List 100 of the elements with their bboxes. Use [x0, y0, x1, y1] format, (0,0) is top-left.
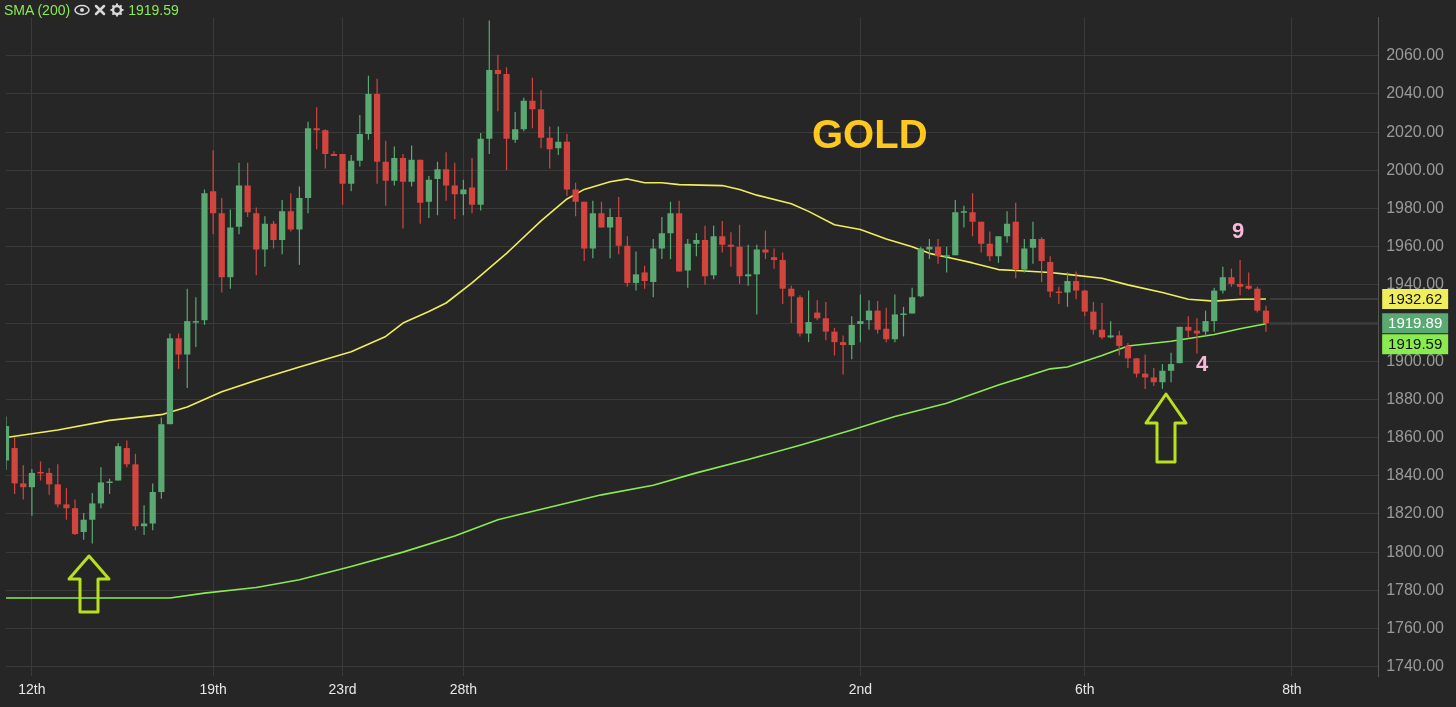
x-tick-label: 6th	[1075, 681, 1095, 698]
candlestick	[840, 334, 847, 376]
x-tick-label: 28th	[449, 681, 478, 698]
text: 1919.59	[128, 2, 179, 18]
candlestick	[865, 299, 873, 331]
candlestick	[1236, 259, 1244, 296]
candlestick	[270, 220, 277, 250]
candlestick	[995, 235, 1002, 264]
candlestick	[727, 231, 735, 268]
candlestick	[874, 300, 881, 335]
x-tick-label: 12th	[18, 681, 46, 698]
candlestick	[80, 512, 87, 541]
candlestick	[512, 111, 519, 144]
candlestick	[313, 106, 320, 150]
candlestick	[719, 220, 726, 254]
candlestick	[123, 439, 130, 468]
candlestick	[693, 232, 700, 257]
candlestick	[1124, 342, 1131, 369]
candlestick	[1003, 210, 1011, 244]
y-tick-label: 1740.00	[1386, 657, 1445, 675]
candlestick	[287, 192, 294, 233]
candlestick	[1228, 268, 1235, 288]
candlestick	[909, 287, 916, 315]
candlestick	[1185, 315, 1192, 339]
candlestick	[399, 153, 407, 230]
candlestick	[667, 201, 674, 260]
candlestick	[857, 293, 864, 343]
candlestick	[1133, 357, 1140, 379]
candlestick	[63, 487, 70, 521]
candlestick	[1150, 367, 1157, 387]
candlestick	[1167, 352, 1175, 383]
candlestick	[969, 192, 976, 237]
y-tick-label: 2020.00	[1386, 122, 1445, 140]
candlestick	[494, 54, 502, 112]
candlestick	[960, 205, 968, 229]
candlestick	[1021, 238, 1028, 274]
candlestick	[408, 144, 415, 188]
candlestick	[1081, 289, 1088, 317]
candlestick	[1116, 330, 1123, 357]
candlestick	[805, 289, 812, 343]
candlestick	[97, 466, 105, 509]
candlestick	[658, 216, 665, 260]
candlestick	[745, 244, 752, 287]
candlestick	[1029, 221, 1037, 265]
y-tick-label: 1900.00	[1386, 351, 1445, 369]
y-tick-label: 1980.00	[1386, 198, 1445, 216]
candlestick	[460, 179, 467, 216]
x-tick-label: 2nd	[848, 681, 873, 698]
candlestick	[934, 238, 942, 265]
candlestick	[1262, 305, 1270, 333]
candlestick	[1254, 286, 1261, 314]
candlestick	[28, 468, 35, 517]
candlestick	[192, 296, 199, 348]
x-tick-label: 19th	[199, 681, 227, 698]
y-tick-label: 1760.00	[1386, 618, 1445, 636]
y-tick-label: 1840.00	[1386, 466, 1445, 484]
candlestick	[451, 162, 458, 220]
candlestick	[926, 238, 933, 260]
candlestick	[978, 221, 985, 254]
candlestick	[20, 464, 27, 501]
y-tick-label: 2000.00	[1386, 160, 1445, 178]
candlestick	[529, 77, 536, 129]
y-tick-label: 1820.00	[1386, 504, 1445, 522]
candlestick	[1193, 317, 1201, 355]
candlestick	[54, 463, 61, 508]
candlestick	[382, 140, 389, 207]
y-tick-label: 1780.00	[1386, 580, 1445, 598]
text: GOLD	[812, 112, 928, 157]
candlestick	[900, 306, 907, 337]
candlestick	[641, 265, 648, 290]
y-tick-label: 1860.00	[1386, 427, 1445, 445]
candlestick	[632, 250, 640, 292]
candlestick	[943, 246, 950, 274]
candlestick	[1073, 270, 1080, 300]
candlestick	[391, 145, 398, 187]
y-tick-label: 1800.00	[1386, 542, 1445, 560]
y-tick-label: 1960.00	[1386, 237, 1445, 255]
candlestick	[89, 492, 96, 545]
annotation: 9	[1231, 218, 1245, 244]
x-tick-label: 23rd	[328, 681, 357, 698]
candlestick	[140, 504, 148, 536]
candlestick	[831, 327, 838, 357]
candlestick	[322, 128, 329, 170]
candlestick	[770, 247, 778, 270]
candlestick	[546, 125, 553, 170]
candlestick	[1064, 271, 1071, 308]
candlestick	[1202, 310, 1209, 337]
x-tick-label: 8th	[1282, 681, 1302, 698]
y-tick-label: 1940.00	[1386, 275, 1445, 293]
text: SMA (200)	[4, 2, 71, 18]
candlestick	[1159, 363, 1166, 390]
candlestick	[606, 207, 614, 259]
data-label: 1919.59	[1388, 335, 1443, 353]
candlestick	[1090, 301, 1097, 336]
candlestick	[468, 157, 476, 214]
y-tick-label: 2060.00	[1386, 46, 1445, 64]
candlestick	[210, 149, 217, 235]
candlestick	[175, 332, 182, 370]
y-tick-label: 1880.00	[1386, 389, 1445, 407]
annotation: 4	[1195, 351, 1209, 377]
